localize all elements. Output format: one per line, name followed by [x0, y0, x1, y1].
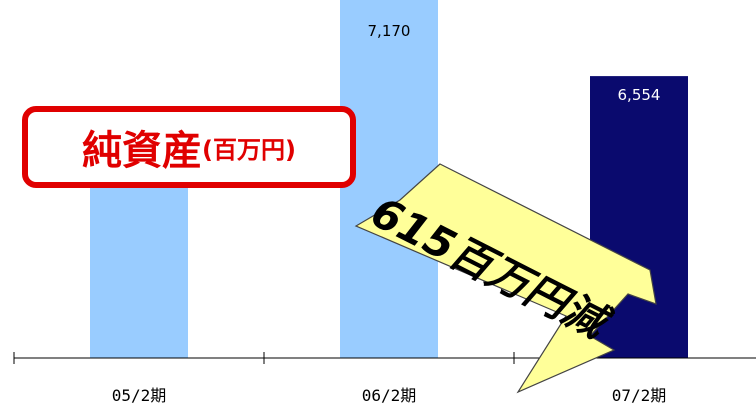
category-label-2: 06/2期 — [362, 386, 417, 405]
value-label-2: 7,170 — [368, 22, 411, 40]
category-label-3: 07/2期 — [612, 386, 667, 405]
bar-2 — [340, 0, 438, 358]
value-label-3: 6,554 — [618, 86, 661, 104]
x-axis-ticks — [13, 352, 515, 364]
callout-arrow-shape — [354, 163, 657, 394]
chart-title-box: 純資産 (百万円) — [22, 106, 356, 188]
category-labels: 05/2期 06/2期 07/2期 — [112, 386, 667, 405]
category-label-1: 05/2期 — [112, 386, 167, 405]
chart-title: 純資産 — [82, 128, 203, 174]
chart-unit: (百万円) — [202, 135, 296, 164]
